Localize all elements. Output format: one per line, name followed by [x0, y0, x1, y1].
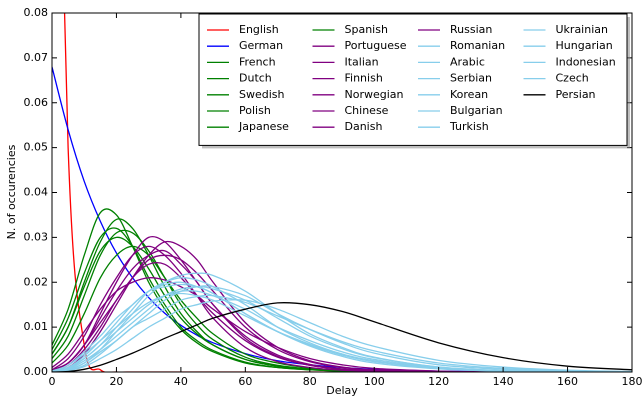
legend-label: Danish [345, 120, 383, 133]
series-line [52, 245, 632, 372]
legend-label: Arabic [450, 55, 485, 68]
y-axis-label: N. of occurencies [5, 144, 18, 239]
legend-label: Japanese [238, 120, 289, 133]
legend-label: Ukrainian [556, 23, 609, 36]
legend-label: Hungarian [556, 39, 613, 52]
x-tick-label: 100 [364, 375, 385, 388]
series-line [52, 227, 632, 372]
y-tick-label: 0.02 [24, 275, 49, 288]
x-tick-label: 180 [622, 375, 643, 388]
x-tick-label: 140 [493, 375, 514, 388]
series-line [52, 302, 632, 372]
legend-label: Serbian [450, 72, 492, 85]
y-tick-label: 0.07 [24, 51, 49, 64]
y-tick-label: 0.01 [24, 320, 49, 333]
legend-label: Dutch [239, 72, 272, 85]
legend-label: French [239, 55, 276, 68]
legend-label: Finnish [345, 72, 383, 85]
legend-label: Persian [556, 88, 596, 101]
legend-label: Chinese [345, 104, 389, 117]
legend-label: English [239, 23, 279, 36]
series-line [63, 13, 632, 372]
series-line [52, 245, 632, 372]
x-tick-label: 120 [428, 375, 449, 388]
y-tick-label: 0.05 [24, 141, 49, 154]
legend-label: Spanish [345, 23, 388, 36]
legend-label: Korean [450, 88, 488, 101]
x-tick-label: 160 [557, 375, 578, 388]
legend-label: German [239, 39, 283, 52]
series-line [52, 294, 632, 372]
x-tick-label: 40 [174, 375, 188, 388]
legend-label: Italian [345, 55, 379, 68]
series-line [52, 208, 632, 372]
x-axis-label: Delay [326, 384, 358, 397]
series-line [52, 285, 632, 372]
x-tick-label: 20 [109, 375, 123, 388]
legend-label: Portuguese [345, 39, 407, 52]
y-tick-label: 0.08 [24, 6, 49, 19]
series-line [52, 299, 632, 372]
legend-label: Bulgarian [450, 104, 503, 117]
y-tick-label: 0.06 [24, 96, 49, 109]
x-tick-label: 80 [303, 375, 317, 388]
x-tick-label: 60 [238, 375, 252, 388]
legend-label: Turkish [449, 120, 489, 133]
legend-label: Romanian [450, 39, 505, 52]
legend-label: Polish [239, 104, 271, 117]
y-tick-label: 0.03 [24, 230, 49, 243]
legend-label: Indonesian [556, 55, 616, 68]
legend-label: Czech [556, 72, 589, 85]
series-line [52, 229, 632, 372]
legend-label: Russian [450, 23, 492, 36]
legend-label: Norwegian [345, 88, 404, 101]
series-line [52, 261, 632, 372]
legend-box [198, 13, 628, 146]
x-tick-label: 0 [49, 375, 56, 388]
legend-label: Swedish [239, 88, 285, 101]
y-tick-label: 0.00 [24, 365, 49, 378]
series-line [52, 236, 632, 372]
y-tick-label: 0.04 [24, 186, 49, 199]
